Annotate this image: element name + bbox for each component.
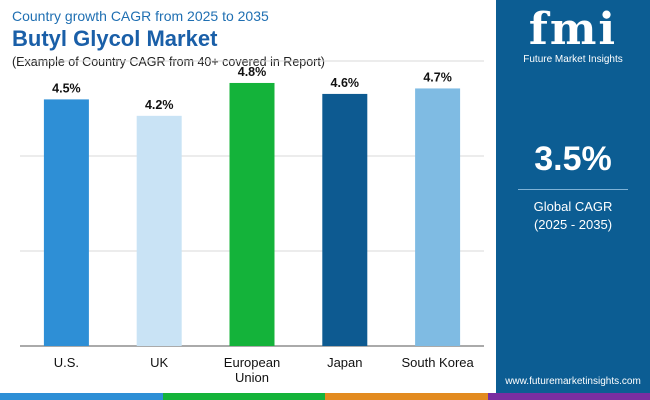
bar-european-union	[229, 82, 275, 347]
data-label: 4.7%	[423, 70, 452, 84]
chart-subtitle: Country growth CAGR from 2025 to 2035	[12, 8, 269, 24]
logo-mark: fmi	[528, 4, 618, 55]
cagr-period: (2025 - 2035)	[533, 217, 613, 232]
chart-note: (Example of Country CAGR from 40+ covere…	[12, 55, 325, 69]
color-segment	[325, 393, 488, 400]
bar-japan	[322, 93, 368, 346]
chart-title: Butyl Glycol Market	[12, 26, 218, 51]
divider	[518, 189, 628, 190]
bar-uk	[136, 115, 182, 346]
x-tick-label: Union	[235, 370, 269, 385]
x-tick-label: Japan	[327, 355, 362, 370]
data-label: 4.6%	[331, 76, 360, 90]
header: Country growth CAGR from 2025 to 2035 Bu…	[12, 6, 482, 69]
color-segment	[0, 393, 163, 400]
color-segment	[162, 393, 325, 400]
x-tick-label: U.S.	[54, 355, 79, 370]
x-tick-label: European	[224, 355, 280, 370]
bottom-color-bar	[0, 393, 650, 400]
data-label: 4.5%	[52, 81, 81, 95]
logo-text: Future Market Insights	[523, 54, 623, 65]
bar-south-korea	[415, 88, 461, 346]
data-label: 4.8%	[238, 65, 267, 79]
logo: fmi Future Market Insights	[496, 4, 650, 66]
cagr-label: Global CAGR	[533, 199, 613, 214]
website-link[interactable]: www.futuremarketinsights.com	[505, 376, 641, 387]
bar-u-s-	[43, 99, 89, 347]
x-tick-label: UK	[150, 355, 168, 370]
x-tick-label: South Korea	[401, 355, 474, 370]
sidebar-panel: fmi Future Market Insights 3.5% Global C…	[496, 0, 650, 393]
data-label: 4.2%	[145, 98, 174, 112]
cagr-value: 3.5%	[534, 140, 612, 178]
color-segment	[487, 393, 650, 400]
global-cagr-stat: 3.5% Global CAGR (2025 - 2035)	[496, 140, 650, 234]
